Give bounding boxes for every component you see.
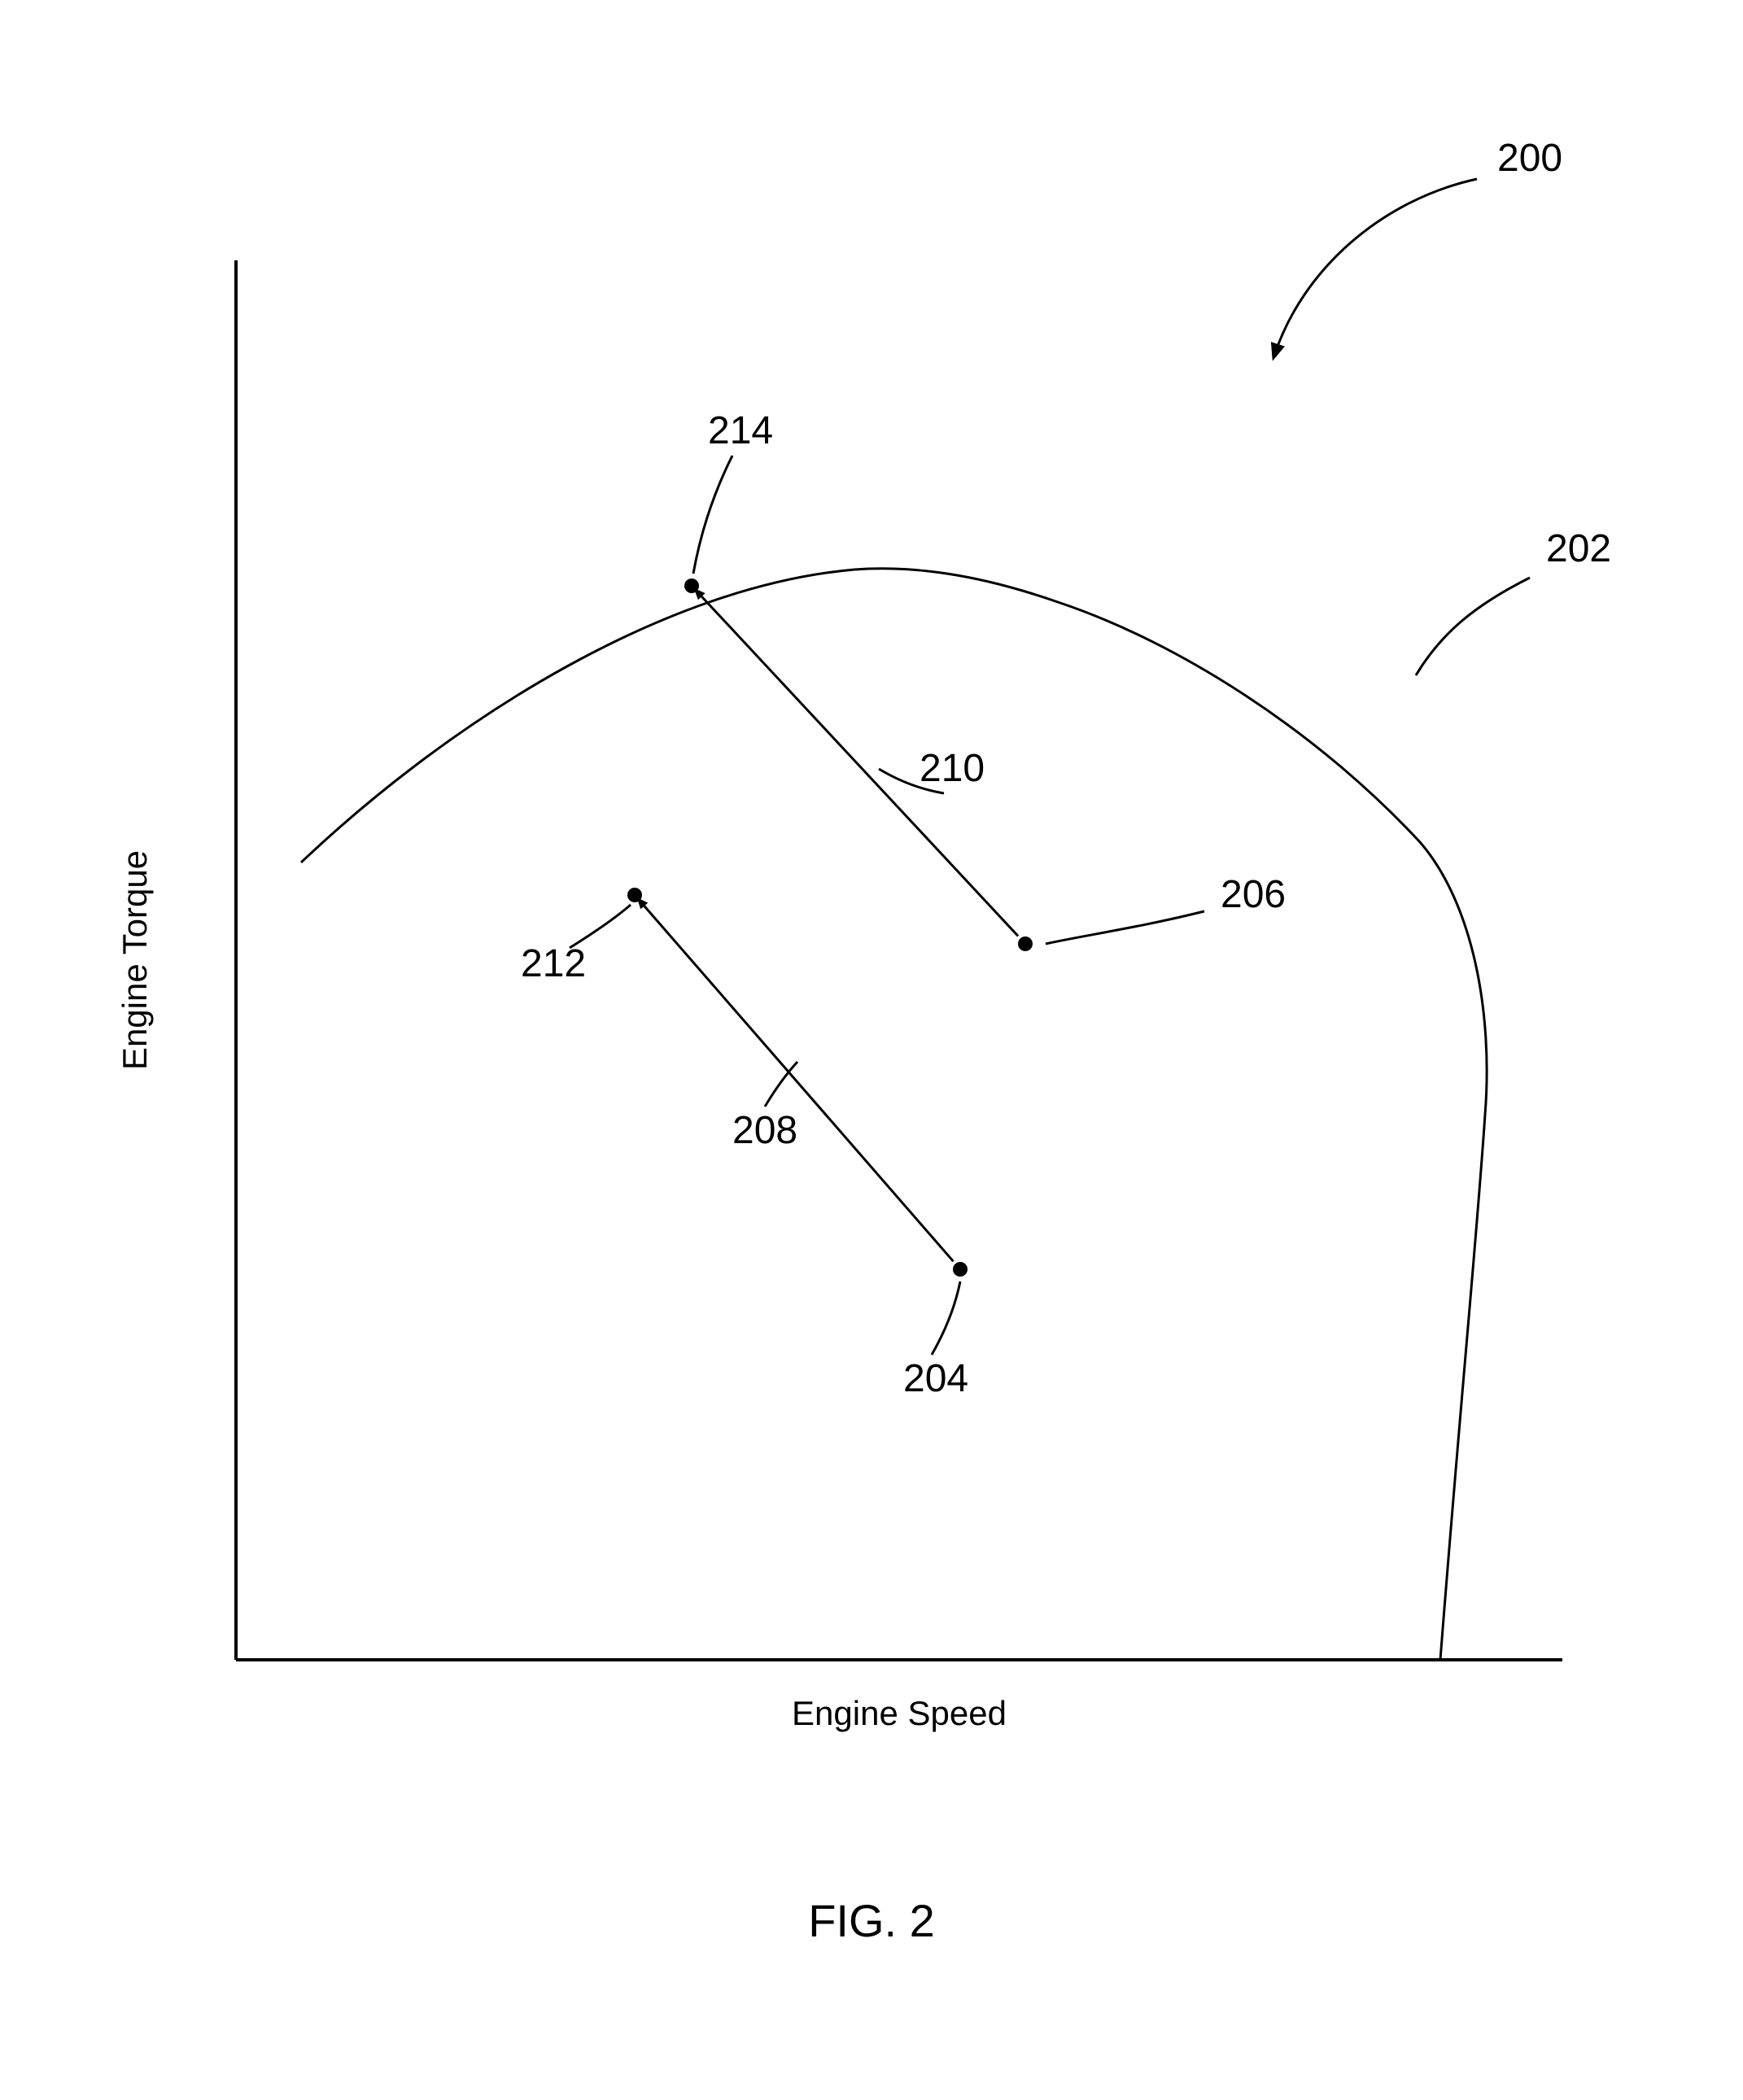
ref-214-leader <box>693 456 732 574</box>
ref-208-leader <box>765 1062 797 1107</box>
ref-202-label: 202 <box>1546 527 1611 570</box>
reference-leaders <box>570 179 1530 1355</box>
point-212 <box>627 888 642 902</box>
ref-202-leader <box>1416 578 1530 675</box>
ref-204-label: 204 <box>903 1357 968 1400</box>
point-206 <box>1018 936 1033 951</box>
ref-200-label: 200 <box>1497 137 1562 180</box>
ref-206-label: 206 <box>1221 873 1286 916</box>
point-214 <box>684 578 699 593</box>
transition-arrows <box>638 589 1018 1261</box>
ref-214-label: 214 <box>708 409 773 452</box>
torque-curve-202 <box>301 569 1487 1660</box>
ref-204-leader <box>932 1281 960 1355</box>
ref-208-label: 208 <box>732 1109 797 1152</box>
point-204 <box>953 1262 968 1277</box>
operating-points <box>627 578 1033 1277</box>
arrow-208 <box>638 899 954 1262</box>
axes <box>236 260 1562 1660</box>
ref-200-leader <box>1273 179 1477 358</box>
ref-210-label: 210 <box>920 747 985 790</box>
ref-206-leader <box>1046 911 1204 944</box>
reference-labels: 200 202 204 206 212 214 208 210 <box>521 137 1611 1400</box>
y-axis-label: Engine Torque <box>116 850 154 1070</box>
x-axis-label: Engine Speed <box>792 1694 1007 1732</box>
figure-title: FIG. 2 <box>808 1895 935 1946</box>
ref-212-label: 212 <box>521 942 586 985</box>
